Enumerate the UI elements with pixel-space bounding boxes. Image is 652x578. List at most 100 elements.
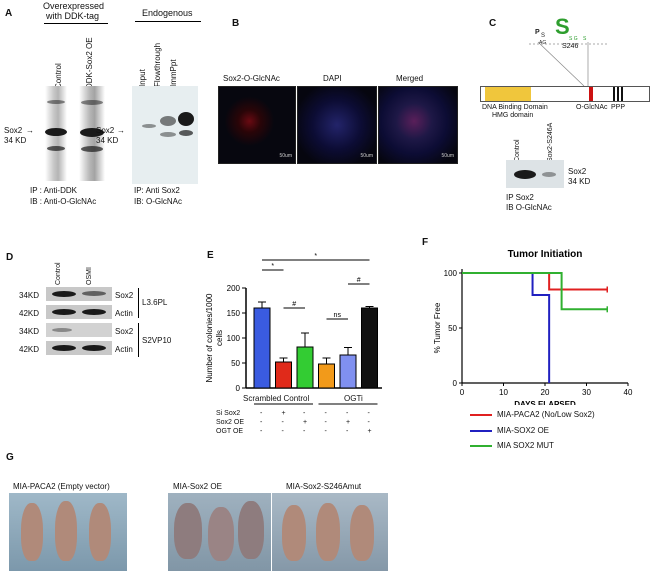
bar: [275, 361, 292, 389]
oglcnac-site-marker: [589, 87, 593, 101]
svg-text:AG: AG: [539, 40, 546, 46]
panel-c-sox2-label: Sox2: [568, 167, 587, 176]
mouse-photo-3: [272, 493, 388, 571]
sign-cell: +: [367, 428, 372, 435]
sign-cell: -: [260, 428, 263, 435]
domain-zoom-lines: [537, 41, 589, 87]
dna-binding-domain: [485, 87, 531, 101]
x-tick-label: 10: [499, 388, 508, 397]
panel-d-kd-1: 34KD: [19, 291, 40, 300]
significance-label: *: [271, 263, 274, 270]
panel-c-ib: IB O-GlcNAc: [506, 203, 552, 212]
panel-d-label-4: Actin: [115, 345, 133, 354]
panel-e-row-sox2oe: Sox2 OE: [216, 419, 245, 426]
blot-c: [506, 160, 564, 188]
sign-cell: -: [281, 428, 284, 435]
y-tick-label: 150: [227, 309, 241, 318]
panel-d-kd-3: 34KD: [19, 327, 40, 336]
panel-g-letter: G: [6, 452, 14, 463]
blot-d-1: [46, 287, 112, 301]
y-axis-label: % Tumor Free: [433, 302, 442, 353]
legend-item-mut: MIA SOX2 MUT: [497, 441, 554, 450]
panel-c-hmg: HMG domain: [492, 112, 534, 119]
sequence-logo: P S AG S S G S: [529, 14, 609, 46]
bar: [296, 346, 314, 389]
panel-e-group-ogti: OGTi: [344, 394, 363, 403]
panel-d-letter: D: [6, 252, 14, 263]
arrow-right-icon: →: [26, 126, 34, 135]
y-axis-label: Number of colonies/1000cells: [205, 293, 224, 382]
panel-a-kd-label: 34 KD: [4, 136, 27, 145]
tumor-initiation-chart: Tumor Initiation 0 10 20 30 40 0 50 100 DAYS ELAP…: [433, 249, 633, 405]
panel-a-ib-left: IB : Anti-O-GlcNAc: [30, 197, 97, 206]
svg-text:S: S: [583, 36, 587, 42]
panel-a-lane-immppt: ImmPpt: [169, 59, 178, 87]
panel-c-ip: IP Sox2: [506, 193, 534, 202]
panel-b-title-merged: Merged: [396, 74, 424, 83]
mouse-photo-1: [9, 493, 127, 571]
y-axis-label-line-1: Number of colonies/1000: [205, 293, 214, 382]
panel-a-header-line: [44, 23, 108, 24]
panel-d-kd-4: 42KD: [19, 345, 40, 354]
panel-a-sox2-label-right: Sox2: [96, 126, 115, 135]
svg-text:S: S: [541, 33, 545, 39]
panel-d-kd-2: 42KD: [19, 309, 40, 318]
panel-a-lane-input: Input: [138, 69, 147, 87]
y-tick-label: 50: [231, 359, 240, 368]
panel-e-row-sisox2: Si Sox2: [216, 410, 241, 417]
micrograph-sox2: 50um: [218, 86, 296, 164]
panel-d-lane-control: Control: [55, 262, 62, 285]
sign-cell: -: [324, 410, 327, 417]
y-axis-label-line-2: cells: [215, 330, 224, 346]
micrograph-merged: 50um: [378, 86, 458, 164]
panel-a-sox2-label: Sox2: [4, 126, 23, 135]
y-tick-label: 200: [227, 284, 241, 293]
blot-a-right: [132, 86, 198, 184]
panel-d-label-2: Actin: [115, 309, 133, 318]
chart-title: Tumor Initiation: [508, 249, 583, 260]
sign-cell: -: [260, 419, 263, 426]
blot-d-3: [46, 323, 112, 337]
y-tick-label: 0: [453, 379, 458, 388]
y-tick-label: 50: [448, 324, 457, 333]
x-axis-label: DAYS ELAPSED: [514, 400, 576, 405]
panel-c-site: S246: [562, 43, 579, 50]
panel-a-header-overexpressed: Overexpressed: [43, 1, 105, 11]
panel-a-ip-left: IP : Anti-DDK: [30, 186, 77, 195]
sign-cell: -: [324, 419, 327, 426]
sign-cell: +: [281, 410, 286, 417]
sign-cell: -: [346, 410, 349, 417]
panel-d-label-1: Sox2: [115, 291, 134, 300]
panel-a-ip-right: IP: Anti Sox2: [134, 186, 180, 195]
bar: [253, 307, 271, 389]
sign-cell: +: [303, 419, 308, 426]
svg-text:S: S: [555, 14, 570, 39]
panel-c-lane-control: Control: [514, 139, 521, 162]
micrograph-dapi: 50um: [297, 86, 377, 164]
svg-text:S G: S G: [569, 36, 578, 42]
x-tick-label: 0: [460, 388, 465, 397]
blot-a-left: [39, 86, 114, 181]
panel-e-group-scrambled: Scrambled Control: [243, 394, 310, 403]
mouse-photo-2: [168, 493, 271, 571]
panel-a-lane-flowthrough: Flowthrough: [153, 42, 162, 87]
significance-label: #: [292, 301, 296, 308]
significance-label: *: [314, 253, 317, 260]
panel-g-title-2: MIA-Sox2 OE: [173, 482, 222, 491]
x-tick-label: 20: [541, 388, 550, 397]
sign-cell: -: [303, 410, 306, 417]
panel-a-ib-right: IB: O-GlcNAc: [134, 197, 183, 206]
y-tick-label: 100: [444, 269, 458, 278]
sign-cell: -: [260, 410, 263, 417]
panel-d-lane-osmi: OSMI: [86, 267, 93, 285]
panel-c-kd-label: 34 KD: [568, 177, 591, 186]
panel-g-title-1: MIA-PACA2 (Empty vector): [13, 482, 110, 491]
legend-item-sox2oe: MIA-SOX2 OE: [497, 426, 550, 435]
series-line: [462, 272, 551, 383]
sign-cell: +: [346, 419, 351, 426]
bar: [318, 363, 335, 389]
panel-c-letter: C: [489, 18, 497, 29]
blot-d-4: [46, 341, 112, 355]
legend-item-paca2: MIA-PACA2 (No/Low Sox2): [497, 410, 595, 419]
